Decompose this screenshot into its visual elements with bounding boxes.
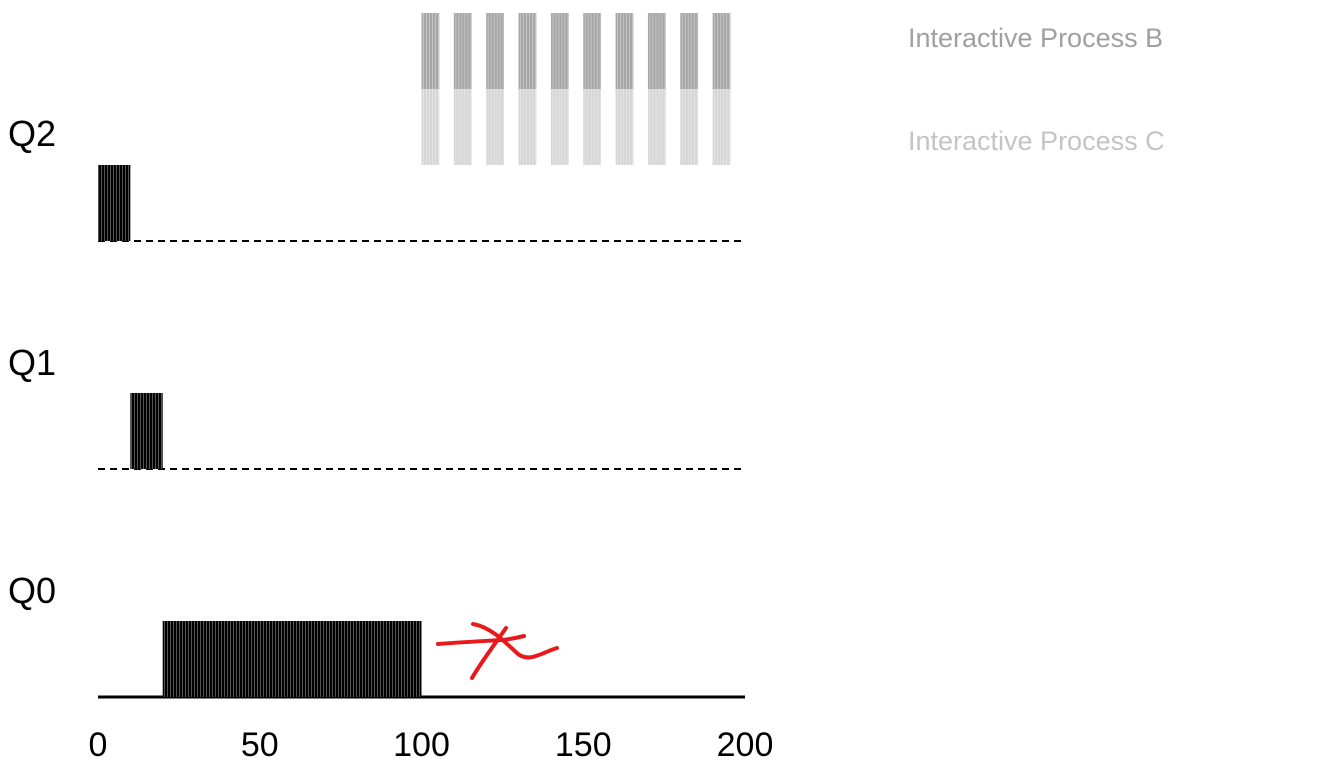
process-b-burst: [421, 13, 440, 89]
process-c-burst: [615, 89, 634, 165]
annotation-stroke-horizontal: [436, 634, 526, 646]
queue-label-q2: Q2: [8, 113, 56, 154]
queue-label-q0: Q0: [8, 570, 56, 611]
process-b-burst: [583, 13, 602, 89]
legend-process-c: Interactive Process C: [908, 126, 1165, 156]
process-c-burst: [680, 89, 699, 165]
process-c-burst: [421, 89, 440, 165]
x-tick-label: 50: [241, 726, 279, 764]
process-b-burst: [680, 13, 699, 89]
process-b-burst: [486, 13, 504, 89]
annotation-stroke-loop: [471, 622, 559, 660]
process-c-burst: [647, 89, 666, 165]
long-running-job-a: [98, 165, 422, 697]
x-tick-label: 0: [89, 726, 108, 764]
legend-process-b: Interactive Process B: [908, 23, 1163, 53]
process-b-burst: [615, 13, 634, 89]
process-c-burst: [486, 89, 504, 165]
process-c-burst: [518, 89, 537, 165]
interactive-process-c-bursts: [421, 89, 731, 165]
process-c-burst: [550, 89, 569, 165]
job-a-segment-q0: [162, 621, 422, 697]
x-axis: 0 50 100 150 200: [89, 726, 774, 764]
interactive-process-b-bursts: [421, 13, 731, 89]
process-b-burst: [712, 13, 731, 89]
process-c-burst: [712, 89, 731, 165]
job-a-segment-q1: [130, 393, 163, 469]
process-c-burst: [583, 89, 602, 165]
process-b-burst: [518, 13, 537, 89]
job-a-segment-q2: [98, 165, 131, 241]
queue-label-q1: Q1: [8, 342, 56, 383]
annotation-stroke-diagonal: [470, 626, 508, 680]
process-c-burst: [453, 89, 472, 165]
process-b-burst: [550, 13, 569, 89]
process-b-burst: [647, 13, 666, 89]
finished-annotation-mark: [436, 622, 559, 680]
x-tick-label: 100: [393, 726, 450, 764]
process-b-burst: [453, 13, 472, 89]
x-tick-label: 150: [555, 726, 612, 764]
x-tick-label: 200: [717, 726, 774, 764]
